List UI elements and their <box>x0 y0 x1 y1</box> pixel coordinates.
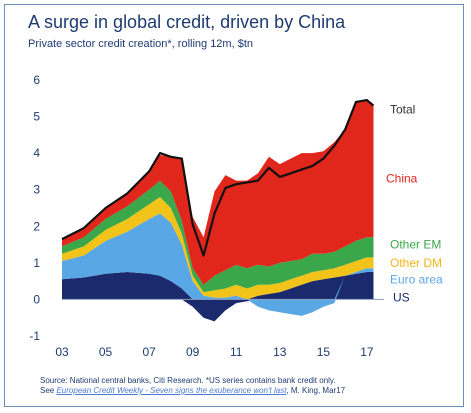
series-label-other-em: Other EM <box>390 238 441 252</box>
y-ticks: -1 0 1 2 3 4 5 6 <box>29 73 40 343</box>
x-tick-label: 11 <box>230 345 243 359</box>
series-label-total: Total <box>390 102 415 116</box>
y-tick-label: -1 <box>29 329 40 343</box>
area-us <box>62 272 374 322</box>
footnote-link[interactable]: European Credit Weekly - Seven signs the… <box>56 386 287 395</box>
x-tick-label: 07 <box>142 345 156 359</box>
x-tick-label: 03 <box>55 345 69 359</box>
y-tick-label: 2 <box>33 219 40 233</box>
area-other-dm <box>62 197 374 300</box>
x-tick-label: 09 <box>186 345 200 359</box>
total-line <box>61 99 375 257</box>
y-tick-label: 0 <box>33 292 40 306</box>
area-china <box>62 100 374 285</box>
series-label-other-dm: Other DM <box>390 256 442 270</box>
x-tick-label: 17 <box>360 345 374 359</box>
y-tick-label: 3 <box>33 183 40 197</box>
y-tick-label: 6 <box>33 73 40 87</box>
y-tick-label: 4 <box>33 146 40 160</box>
chart-title: A surge in global credit, driven by Chin… <box>28 12 346 32</box>
y-tick-label: 1 <box>33 256 40 270</box>
area-other-em <box>62 180 374 293</box>
series-label-china: China <box>386 172 418 186</box>
x-tick-label: 15 <box>317 345 331 359</box>
area-euro-area <box>62 213 374 316</box>
x-tick-label: 13 <box>273 345 287 359</box>
x-tick-label: 05 <box>99 345 113 359</box>
y-tick-label: 5 <box>33 110 40 124</box>
chart-subtitle: Private sector credit creation*, rolling… <box>28 38 253 50</box>
series-label-euro-area: Euro area <box>390 272 443 286</box>
series-labels: Total China Other EM Other DM Euro area US <box>386 102 443 304</box>
area-layers <box>61 99 375 322</box>
source-footnote: Source: National central banks, Citi Res… <box>40 376 452 396</box>
footnote-see: See <box>40 386 57 395</box>
series-label-us: US <box>393 291 410 305</box>
footnote-author: , M. King, Mar17 <box>286 386 346 395</box>
x-ticks: 03 05 07 09 11 13 15 17 <box>55 345 374 359</box>
footnote-source: Source: National central banks, Citi Res… <box>40 376 336 385</box>
